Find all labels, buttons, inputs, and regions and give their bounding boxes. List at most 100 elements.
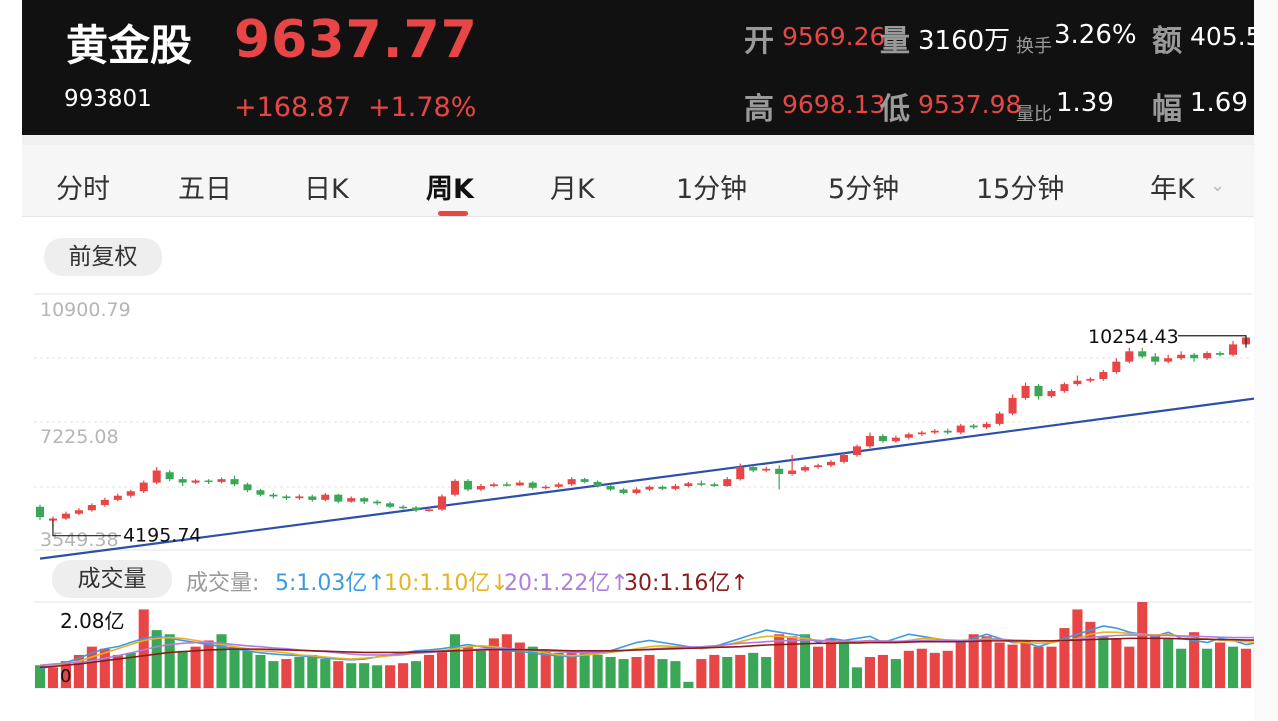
turnover-label: 换手 xyxy=(1016,36,1052,57)
candle-body xyxy=(515,482,524,486)
adjust-mode-button[interactable]: 前复权 xyxy=(44,238,162,276)
period-tabs: 分时 五日 日K 周K 月K 1分钟 5分钟 15分钟 年K ⌄ xyxy=(22,135,1254,217)
candle-body xyxy=(1060,384,1069,392)
candle-body xyxy=(1164,358,1173,362)
candle-body xyxy=(554,484,563,487)
volume-ma5-legend: 5:1.03亿↑ xyxy=(275,571,386,596)
volume-legend-title: 成交量: xyxy=(186,571,260,596)
candle-body xyxy=(35,506,45,518)
candle-body xyxy=(502,484,511,486)
candle-body xyxy=(956,425,965,433)
volume-bar xyxy=(800,634,811,688)
tab-intraday[interactable]: 分时 xyxy=(56,174,110,205)
low-label: 低 xyxy=(880,92,910,127)
price-change: +168.87 xyxy=(234,92,352,123)
volume-ma20-legend: 20:1.22亿↑ xyxy=(504,571,629,596)
active-tab-indicator xyxy=(438,211,468,216)
tab-yearly-k[interactable]: 年K xyxy=(1150,174,1195,205)
candle-body xyxy=(295,496,304,499)
candle-body xyxy=(878,435,887,442)
tab-daily-k[interactable]: 日K xyxy=(304,174,349,205)
candle-body xyxy=(74,510,83,514)
candle-body xyxy=(450,480,459,495)
volume-bar xyxy=(1072,609,1083,688)
candle-body xyxy=(256,490,265,495)
volume-ma30-legend: 30:1.16亿↑ xyxy=(624,571,749,596)
candle-body xyxy=(904,434,913,438)
candle-body xyxy=(165,472,174,480)
volume-bar xyxy=(112,654,123,688)
volume-bar xyxy=(411,661,422,688)
amount-value: 405.5 xyxy=(1190,22,1254,51)
candle-body xyxy=(567,479,576,485)
volume-bar xyxy=(942,650,953,688)
candle-body xyxy=(489,484,498,487)
candle-body xyxy=(1138,351,1147,357)
candle-body xyxy=(230,479,239,485)
volume-bar xyxy=(1046,646,1057,688)
volume-bar xyxy=(890,659,901,688)
tab-15min[interactable]: 15分钟 xyxy=(976,174,1065,205)
volume-bar xyxy=(709,654,720,688)
volume-bar xyxy=(320,659,331,688)
tab-5min[interactable]: 5分钟 xyxy=(828,174,900,205)
volume-bar xyxy=(436,650,448,688)
candle-body xyxy=(930,430,939,433)
volume-bar xyxy=(216,634,227,688)
chevron-down-icon[interactable]: ⌄ xyxy=(1210,175,1226,196)
volume-indicator-button[interactable]: 成交量 xyxy=(52,560,172,598)
volume-bar xyxy=(1137,602,1148,688)
volume-bar xyxy=(281,659,292,688)
volume-bar xyxy=(34,665,46,688)
candle-body xyxy=(710,484,719,487)
candle-body xyxy=(839,454,849,462)
volume-bar xyxy=(125,652,136,688)
volume-bar xyxy=(294,656,305,688)
candle-body xyxy=(684,483,693,487)
volume-bar xyxy=(177,650,188,688)
candle-body xyxy=(969,425,978,428)
volume-bar xyxy=(1020,640,1031,688)
candle-body xyxy=(1190,354,1199,359)
candle-body xyxy=(1034,385,1043,397)
candle-body xyxy=(61,513,70,519)
candle-body xyxy=(386,503,395,507)
volume-bar xyxy=(151,630,162,688)
volume-ratio-value: 1.39 xyxy=(1056,88,1114,118)
candle-body xyxy=(217,479,226,482)
scroll-edge xyxy=(1254,0,1278,721)
volume-bar xyxy=(955,640,966,688)
candle-body xyxy=(1112,361,1121,373)
high-marker-label: 10254.43 xyxy=(1088,326,1179,348)
volume-bar xyxy=(748,652,759,688)
volume-bar xyxy=(553,652,564,688)
candle-body xyxy=(982,423,991,428)
volume-bar xyxy=(540,650,551,688)
amplitude-value: 1.69 xyxy=(1190,88,1248,118)
candle-body xyxy=(891,437,900,442)
volume-bar xyxy=(255,654,266,688)
volume-bar xyxy=(268,661,279,688)
candle-body xyxy=(1099,372,1108,379)
tab-five-day[interactable]: 五日 xyxy=(178,174,232,205)
tab-monthly-k[interactable]: 月K xyxy=(550,174,595,205)
candle-body xyxy=(1151,356,1160,362)
tab-weekly-k[interactable]: 周K xyxy=(426,174,474,205)
candle-body xyxy=(943,430,952,433)
candle-body xyxy=(1047,391,1056,397)
tab-1min[interactable]: 1分钟 xyxy=(676,174,748,205)
volume-bar xyxy=(903,650,914,688)
candle-body xyxy=(87,505,96,511)
volume-ma30-line xyxy=(39,637,1259,669)
candle-body xyxy=(1229,344,1238,355)
volume-bar xyxy=(527,646,538,688)
candle-body xyxy=(425,509,434,512)
candle-body xyxy=(1073,380,1082,385)
y-tick-label: 10900.79 xyxy=(40,299,131,321)
volume-bar xyxy=(1215,642,1226,688)
volume-bar xyxy=(683,681,694,688)
candle-body xyxy=(1125,351,1134,362)
candle-body xyxy=(775,468,784,474)
turnover-value: 3.26% xyxy=(1054,20,1137,50)
trend-line xyxy=(39,395,1273,560)
